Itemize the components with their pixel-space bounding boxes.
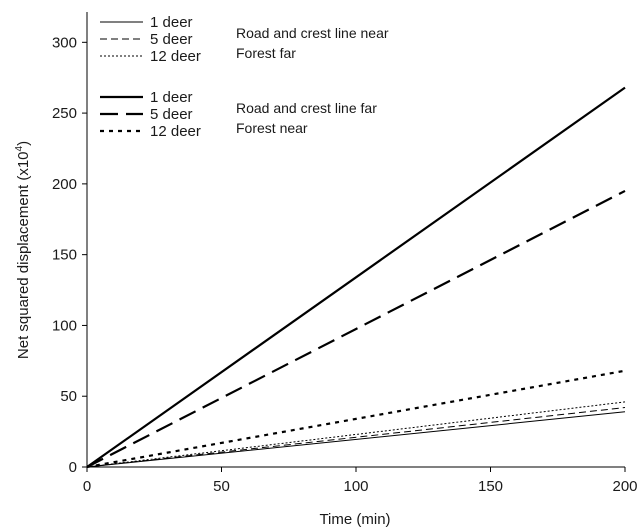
y-tick-label: 50 bbox=[60, 388, 77, 405]
x-tick-label: 0 bbox=[83, 478, 91, 495]
series-line-1-deer-group-2 bbox=[86, 86, 626, 468]
legend-label: 12 deer bbox=[150, 48, 201, 65]
series-line-12-deer-group-1 bbox=[86, 401, 626, 468]
y-tick-label: 200 bbox=[52, 176, 77, 193]
legend-label: 1 deer bbox=[150, 89, 193, 106]
legend-label: 5 deer bbox=[150, 106, 193, 123]
x-tick-label: 100 bbox=[343, 478, 368, 495]
y-axis-label-main: Net squared displacement (x10 bbox=[15, 151, 32, 359]
legend-label: 1 deer bbox=[150, 14, 193, 31]
y-tick-label: 100 bbox=[52, 317, 77, 334]
y-tick-label: 250 bbox=[52, 105, 77, 122]
legend-label: 5 deer bbox=[150, 31, 193, 48]
y-axis-ticks: 0 50 100 150 200 250 300 bbox=[52, 34, 87, 476]
x-axis-label: Time (min) bbox=[319, 511, 390, 528]
legend-group-description: Forest near bbox=[236, 120, 308, 136]
y-axis-label-superscript: 4 bbox=[14, 145, 25, 151]
legend-group-description: Road and crest line far bbox=[236, 100, 377, 116]
y-axis-label: Net squared displacement (x104) bbox=[14, 141, 32, 359]
x-tick-label: 150 bbox=[478, 478, 503, 495]
legend-group-description: Road and crest line near bbox=[236, 25, 389, 41]
legend-group-description: Forest far bbox=[236, 45, 296, 61]
series-line-5-deer-group-2 bbox=[86, 189, 626, 468]
y-tick-label: 150 bbox=[52, 247, 77, 264]
plot-lines bbox=[86, 86, 626, 469]
y-axis-label-close: ) bbox=[15, 141, 32, 146]
x-tick-label: 50 bbox=[213, 478, 230, 495]
x-axis-ticks: 0 50 100 150 200 bbox=[83, 467, 638, 495]
y-tick-label: 0 bbox=[69, 459, 77, 476]
series-line-12-deer-group-2 bbox=[86, 369, 626, 469]
y-tick-label: 300 bbox=[52, 34, 77, 51]
series-line-1-deer-group-1 bbox=[86, 411, 626, 468]
legend-label: 12 deer bbox=[150, 123, 201, 140]
series-line-5-deer-group-1 bbox=[86, 407, 626, 468]
x-tick-label: 200 bbox=[612, 478, 637, 495]
